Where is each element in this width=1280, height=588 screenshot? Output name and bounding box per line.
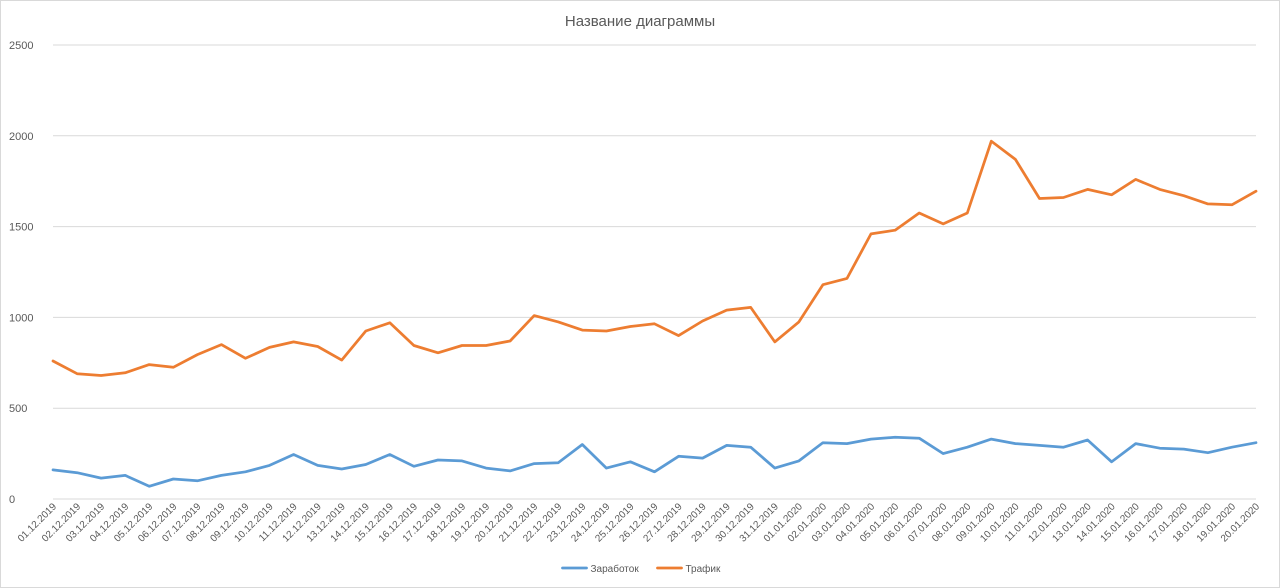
chart-title: Название диаграммы: [565, 13, 715, 30]
y-tick-label: 1500: [9, 222, 33, 234]
y-tick-label: 500: [9, 403, 27, 415]
series-line-2: [51, 139, 1258, 377]
series-layer: [51, 139, 1258, 488]
legend-label: Трафик: [686, 563, 721, 575]
y-tick-label: 0: [9, 494, 15, 506]
y-tick-label: 2000: [9, 131, 33, 143]
legend-label: Заработок: [591, 563, 640, 575]
legend: Заработок Трафик: [561, 563, 721, 575]
grid-layer: [53, 44, 1256, 500]
series-line-1: [51, 435, 1258, 488]
y-tick-label: 1000: [9, 312, 33, 324]
y-tick-label: 2500: [9, 40, 33, 52]
axis-layer: 0500100015002000250001.12.201902.12.2019…: [9, 40, 1262, 545]
